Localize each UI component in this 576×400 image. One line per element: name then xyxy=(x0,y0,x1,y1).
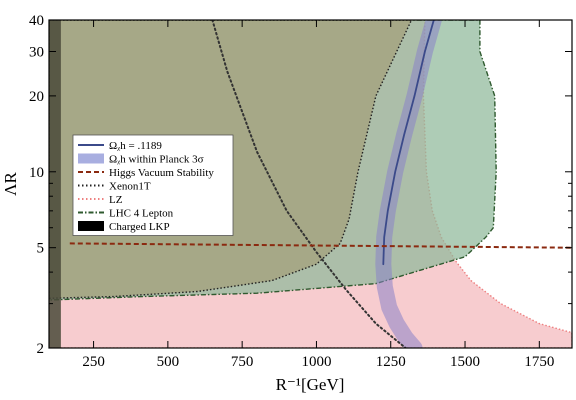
legend-swatch-h-within-planck-3 xyxy=(78,153,104,164)
x-tick-label: 500 xyxy=(157,354,180,370)
plot-frame xyxy=(48,19,573,349)
x-tick-label: 1500 xyxy=(450,354,480,370)
legend-label: Higgs Vacuum Stability xyxy=(109,167,214,179)
legend-swatch-charged-lkp xyxy=(78,221,104,231)
series-charged-lkp-excluded-region xyxy=(49,20,61,348)
y-tick-label: 40 xyxy=(29,13,44,29)
y-tick-label: 5 xyxy=(37,241,45,257)
y-tick-label: 20 xyxy=(29,89,44,105)
y-tick-label: 30 xyxy=(29,44,44,60)
y-axis-label: ΛR xyxy=(1,172,20,196)
x-tick-label: 250 xyxy=(82,354,105,370)
x-tick-label: 1750 xyxy=(524,354,554,370)
x-tick-label: 1000 xyxy=(301,354,331,370)
legend-label: LHC 4 Lepton xyxy=(109,208,174,220)
series-xenon1t-dotted-curve xyxy=(211,20,407,348)
legend-label: Ωᵪh within Planck 3σ xyxy=(109,154,204,166)
legend-label: LZ xyxy=(109,194,123,206)
series-h-1189-line xyxy=(382,20,435,266)
legend-label: Charged LKP xyxy=(109,221,170,233)
legend-label: Ωᵪh = .1189 xyxy=(109,140,162,152)
y-tick-label: 10 xyxy=(29,165,44,181)
x-axis-label: R⁻¹[GeV] xyxy=(276,375,345,394)
x-tick-label: 1250 xyxy=(376,354,406,370)
legend-label: Xenon1T xyxy=(109,181,151,193)
legend-box xyxy=(72,134,234,236)
y-tick-label: 2 xyxy=(37,341,45,357)
x-tick-label: 750 xyxy=(231,354,254,370)
series-higgs-vacuum-stability-dashed-line xyxy=(69,242,572,249)
